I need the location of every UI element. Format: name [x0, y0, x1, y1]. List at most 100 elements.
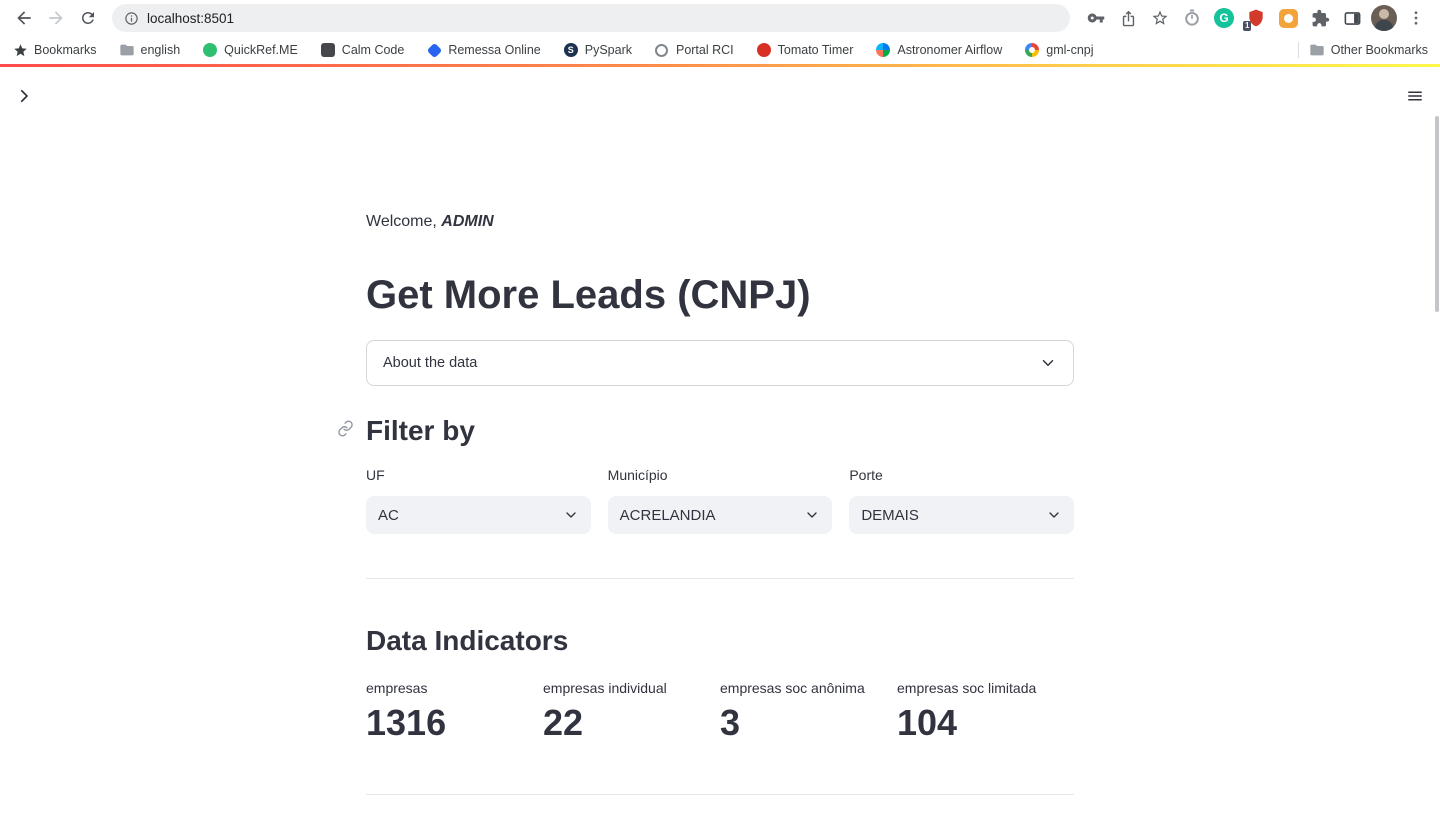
filter-label-porte: Porte: [849, 467, 883, 483]
metric-label: empresas: [366, 680, 428, 696]
address-bar[interactable]: localhost:8501: [112, 4, 1070, 32]
metric-empresas: empresas 1316: [366, 680, 543, 745]
orange-extension-button[interactable]: [1274, 4, 1302, 32]
reload-button[interactable]: [74, 4, 102, 32]
grammarly-icon: G: [1214, 8, 1234, 28]
porte-select[interactable]: DEMAIS: [849, 496, 1074, 534]
url-text: localhost:8501: [147, 10, 235, 26]
profile-button[interactable]: [1370, 4, 1398, 32]
filter-label-uf: UF: [366, 467, 385, 483]
star-outline-icon: [1152, 10, 1168, 25]
about-data-expander[interactable]: About the data: [366, 340, 1074, 386]
metric-value: 22: [543, 702, 584, 743]
filter-municipio: Município ACRELANDIA: [607, 467, 833, 534]
app-menu-button[interactable]: [1403, 84, 1427, 108]
remessa-icon: [426, 42, 443, 58]
side-panel-button[interactable]: [1338, 4, 1366, 32]
welcome-prefix: Welcome,: [366, 213, 442, 230]
bookmark-label: Tomato Timer: [777, 43, 854, 57]
chevron-right-icon: [20, 89, 28, 103]
filter-heading: Filter by: [366, 415, 475, 446]
metrics-row: empresas 1316 empresas individual 22 emp…: [366, 680, 1074, 745]
browser-toolbar: localhost:8501 G 1: [0, 0, 1440, 36]
extensions-button[interactable]: [1306, 4, 1334, 32]
back-icon: [17, 11, 31, 25]
bookmark-item-calmcode[interactable]: Calm Code: [320, 42, 405, 58]
pyspark-icon: S: [563, 42, 579, 58]
share-icon: [1122, 10, 1134, 26]
filter-section-header: Filter by: [338, 413, 1074, 449]
grammarly-extension-button[interactable]: G: [1210, 4, 1238, 32]
star-filled-icon: [12, 42, 28, 58]
timer-icon: [1185, 9, 1199, 26]
folder-icon: [1309, 42, 1325, 58]
chevron-down-icon: [807, 512, 817, 518]
chevron-down-icon: [565, 512, 576, 518]
google-cloud-icon: [1024, 42, 1040, 58]
bookmark-item-remessa-online[interactable]: Remessa Online: [426, 42, 541, 58]
share-button[interactable]: [1114, 4, 1142, 32]
key-icon: [1087, 13, 1105, 23]
avatar: [1371, 5, 1397, 31]
bookmark-item-portal-rci[interactable]: Portal RCI: [654, 42, 734, 58]
bookmark-item-quickref[interactable]: QuickRef.ME: [202, 42, 298, 58]
bookmark-label: PySpark: [584, 43, 632, 57]
welcome-username: ADMIN: [441, 213, 494, 230]
bookmark-item-pyspark[interactable]: S PySpark: [563, 42, 632, 58]
app-decoration-bar: [0, 64, 1440, 67]
bookmark-label: Calm Code: [341, 43, 405, 57]
portal-rci-icon: [654, 42, 670, 58]
municipio-select[interactable]: ACRELANDIA: [607, 496, 833, 534]
bookmark-label: Astronomer Airflow: [897, 43, 1003, 57]
bookmark-label: Portal RCI: [675, 43, 734, 57]
extension-badge: 1: [1243, 21, 1252, 31]
bookmark-label: Bookmarks: [34, 43, 97, 57]
chrome-menu-button[interactable]: [1402, 4, 1430, 32]
hamburger-menu-icon: [1408, 91, 1422, 101]
forward-button[interactable]: [42, 4, 70, 32]
bookmark-star-button[interactable]: [1146, 4, 1174, 32]
divider: [366, 794, 1074, 795]
chevron-down-icon: [1042, 360, 1054, 366]
password-key-button[interactable]: [1082, 4, 1110, 32]
bookmark-item-tomato-timer[interactable]: Tomato Timer: [756, 42, 854, 58]
tomato-timer-icon: [756, 42, 772, 58]
bookmark-item-bookmarks[interactable]: Bookmarks: [12, 42, 97, 58]
bookmark-item-gml-cnpj[interactable]: gml-cnpj: [1024, 42, 1094, 58]
bookmarks-bar: Bookmarks english QuickRef.ME Calm Code …: [0, 36, 1440, 64]
calmcode-icon: [320, 42, 336, 58]
orange-extension-icon: [1278, 8, 1298, 28]
streamlit-app: Welcome, ADMIN Get More Leads (CNPJ) Abo…: [0, 64, 1440, 830]
back-button[interactable]: [10, 4, 38, 32]
kebab-menu-icon: [1414, 11, 1418, 25]
anchor-link-icon[interactable]: [337, 420, 354, 442]
quickref-icon: [202, 42, 218, 58]
folder-icon: [119, 42, 135, 58]
expand-sidebar-button[interactable]: [12, 84, 36, 108]
metric-value: 104: [897, 702, 958, 743]
filter-uf: UF AC: [366, 467, 591, 534]
side-panel-icon: [1344, 11, 1360, 25]
indicators-section-header: Data Indicators: [366, 623, 1074, 659]
bookmark-label: gml-cnpj: [1046, 43, 1094, 57]
metric-value: 3: [720, 702, 741, 743]
other-bookmarks-label: Other Bookmarks: [1330, 43, 1428, 57]
bookmark-label: Remessa Online: [448, 43, 541, 57]
puzzle-icon: [1312, 9, 1329, 26]
uf-select[interactable]: AC: [366, 496, 591, 534]
metric-label: empresas individual: [543, 680, 667, 696]
scrollbar-thumb[interactable]: [1435, 116, 1439, 312]
timer-extension-button[interactable]: [1178, 4, 1206, 32]
site-info-icon[interactable]: [124, 11, 139, 26]
metric-label: empresas soc limitada: [897, 680, 1037, 696]
municipio-select-value: ACRELANDIA: [619, 506, 716, 524]
bookmark-item-english[interactable]: english: [119, 42, 180, 58]
porte-select-value: DEMAIS: [861, 506, 919, 524]
indicators-heading: Data Indicators: [366, 625, 569, 656]
welcome-text: Welcome, ADMIN: [366, 212, 1074, 231]
page-title: Get More Leads (CNPJ): [366, 273, 811, 317]
bookmark-item-astronomer-airflow[interactable]: Astronomer Airflow: [875, 42, 1002, 58]
other-bookmarks-button[interactable]: Other Bookmarks: [1309, 42, 1428, 58]
ublock-extension-button[interactable]: 1: [1242, 4, 1270, 32]
forward-icon: [49, 11, 63, 25]
